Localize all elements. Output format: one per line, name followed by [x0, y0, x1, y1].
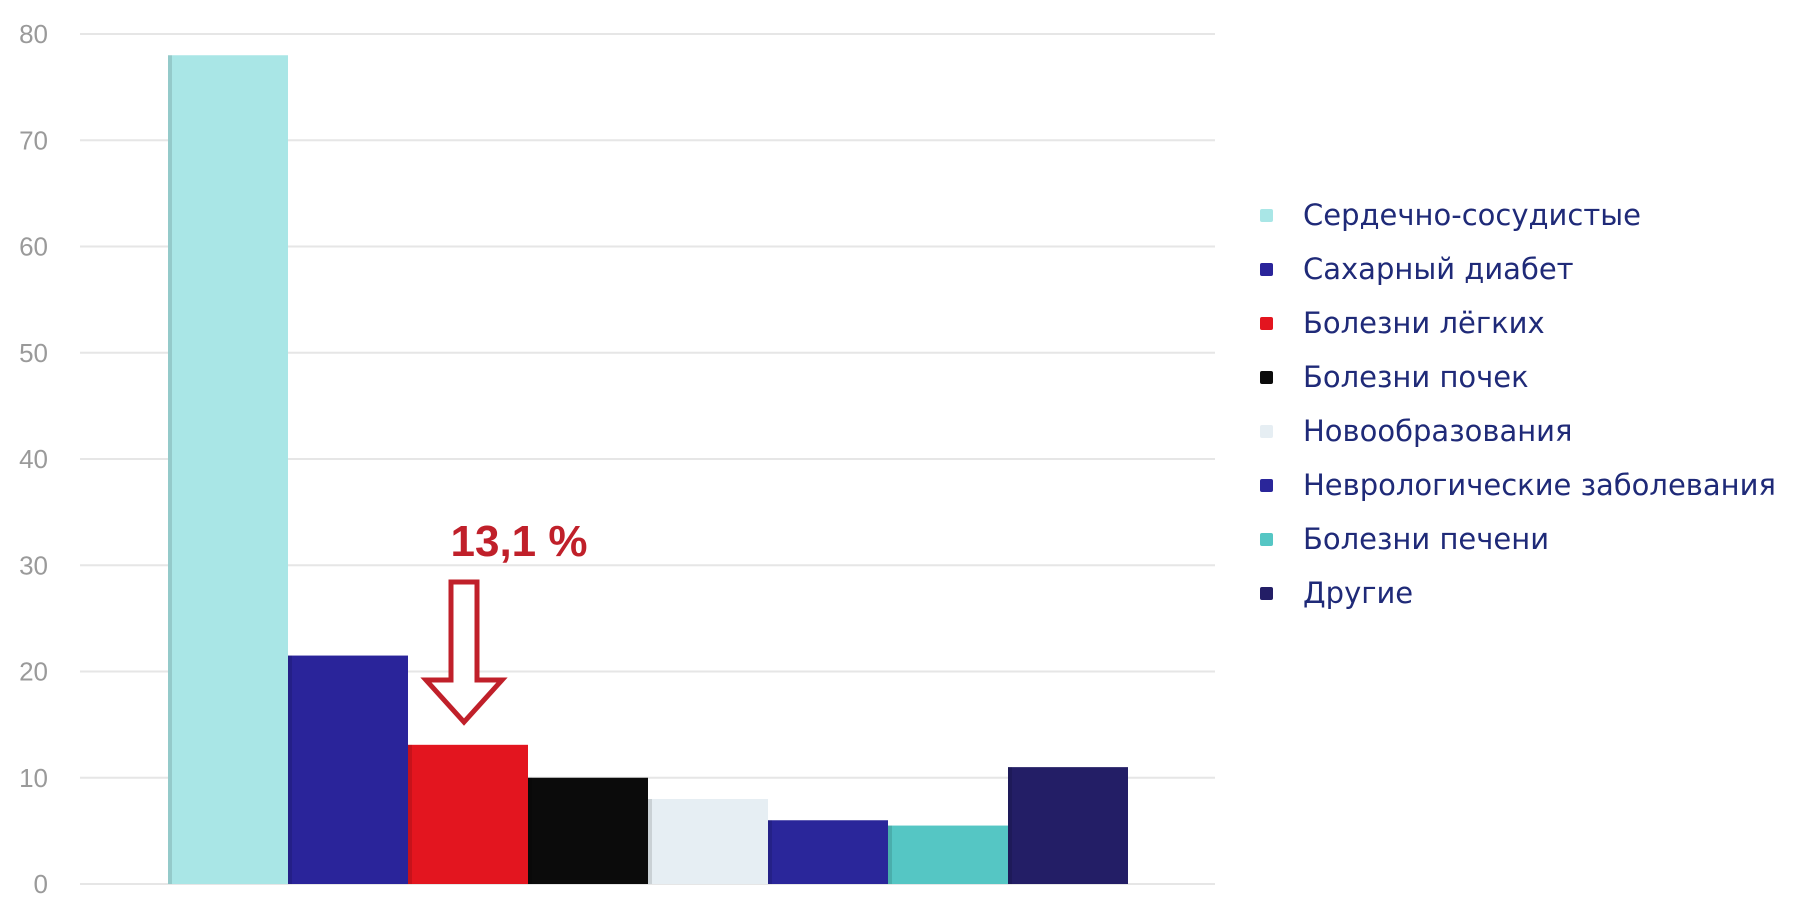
legend-label: Болезни почек	[1303, 360, 1529, 394]
bar-shade	[528, 777, 532, 884]
y-tick-label: 0	[34, 869, 48, 899]
legend-swatch-icon	[1260, 262, 1273, 276]
legend-item: Другие	[1260, 566, 1776, 620]
y-tick-label: 70	[19, 125, 48, 155]
y-tick-label: 10	[19, 763, 48, 793]
bars	[168, 55, 1128, 884]
bar	[1008, 767, 1128, 884]
y-tick-label: 50	[19, 338, 48, 368]
legend-swatch-icon	[1260, 370, 1273, 384]
legend-item: Сердечно-сосудистые	[1260, 188, 1776, 242]
bar	[888, 825, 1008, 884]
legend-item: Болезни печени	[1260, 512, 1776, 566]
bar	[768, 820, 888, 884]
y-tick-label: 80	[19, 19, 48, 49]
legend-swatch-icon	[1260, 478, 1273, 492]
legend-label: Болезни печени	[1303, 522, 1550, 556]
legend-item: Болезни лёгких	[1260, 296, 1776, 350]
legend-swatch-icon	[1260, 532, 1273, 546]
legend-label: Новообразования	[1303, 414, 1573, 448]
bar	[528, 777, 648, 884]
bar-shade	[768, 820, 772, 884]
legend-item: Новообразования	[1260, 404, 1776, 458]
legend-item: Болезни почек	[1260, 350, 1776, 404]
legend-swatch-icon	[1260, 424, 1273, 438]
bar-shade	[888, 825, 892, 884]
legend-swatch-icon	[1260, 316, 1273, 330]
y-axis-ticks: 0 10 20 30 40 50 60 70 80	[19, 19, 48, 899]
bar	[288, 655, 408, 884]
legend-label: Сердечно-сосудистые	[1303, 198, 1641, 232]
legend-label: Неврологические заболевания	[1303, 468, 1776, 502]
bar-shade	[1008, 767, 1012, 884]
legend-item: Неврологические заболевания	[1260, 458, 1776, 512]
bar-shade	[648, 799, 652, 884]
bar	[168, 55, 288, 884]
legend-label: Другие	[1303, 576, 1414, 610]
bar-shade	[288, 655, 292, 884]
bar-shade	[168, 55, 172, 884]
legend-label: Сахарный диабет	[1303, 252, 1574, 286]
annotation: 13,1 %	[420, 517, 588, 726]
annotation-label: 13,1 %	[451, 517, 588, 566]
legend-item: Сахарный диабет	[1260, 242, 1776, 296]
bar	[408, 744, 528, 884]
bar-shade	[408, 744, 412, 884]
legend-label: Болезни лёгких	[1303, 306, 1545, 340]
legend: Сердечно-сосудистые Сахарный диабет Боле…	[1260, 188, 1776, 620]
legend-swatch-icon	[1260, 586, 1273, 600]
down-arrow-icon	[420, 579, 508, 726]
y-tick-label: 20	[19, 657, 48, 687]
y-tick-label: 30	[19, 550, 48, 580]
legend-swatch-icon	[1260, 208, 1273, 222]
bar	[648, 799, 768, 884]
y-tick-label: 60	[19, 232, 48, 262]
y-tick-label: 40	[19, 444, 48, 474]
